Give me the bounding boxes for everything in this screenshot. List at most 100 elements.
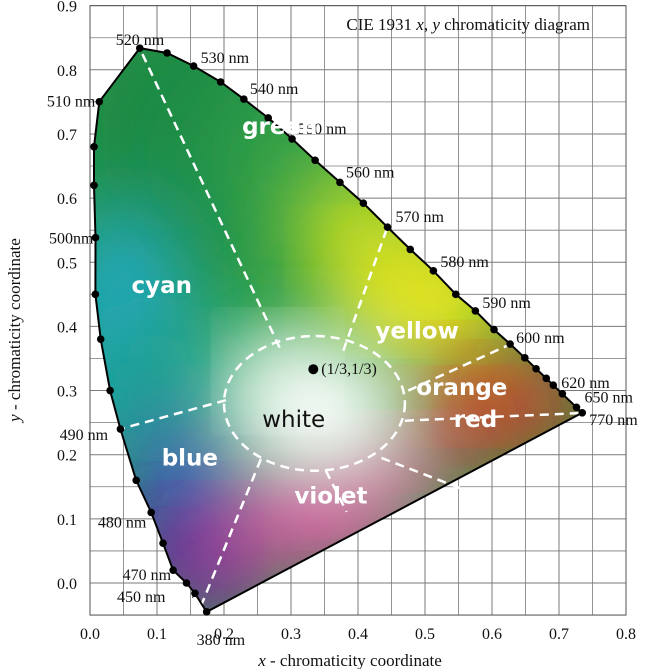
wavelength-label-600: 600 nm [516,330,565,347]
y-axis-label-text: - chromaticity coordinate [5,238,24,414]
wavelength-dot-470 [169,566,177,574]
wavelength-label-550: 550 nm [298,121,347,138]
x-tick-label: 0.0 [80,626,100,643]
wavelength-label-520: 520 nm [116,32,165,49]
wavelength-dot-492 [106,386,114,395]
wavelength-dot-605 [521,354,529,362]
wavelength-dot-485 [132,476,141,485]
x-tick-label: 0.5 [415,626,435,643]
wavelength-dot-565 [359,199,368,208]
wavelength-dot-460 [182,579,191,587]
wavelength-dot-545 [264,114,273,122]
x-tick-label: 0.3 [281,626,301,643]
chart-title-prefix: CIE 1931 [346,15,416,34]
region-labels: green cyan yellow orange white red blue violet [132,114,508,510]
wavelength-label-470: 470 nm [123,567,172,584]
y-tick-label: 0.1 [57,512,77,529]
wavelength-dot-503 [90,181,98,190]
region-label-green: green [242,114,317,140]
wavelength-dot-495 [96,335,105,344]
wavelength-dot-630 [558,389,567,398]
region-boundary-line [119,398,227,431]
region-label-orange: orange [416,375,507,401]
white-point-marker [308,364,319,375]
region-boundary-line [381,456,488,500]
region-label-yellow: yellow [375,319,458,345]
x-tick-label: 0.4 [348,626,368,643]
region-boundary-line [138,47,281,349]
white-point-label: (1/3,1/3) [321,361,377,378]
white-point: (1/3,1/3) [308,361,377,378]
wavelength-dot-600 [506,340,514,348]
wavelength-label-530: 530 nm [201,50,250,67]
wavelength-dot-615 [542,374,551,383]
chart-title-sep: , [424,15,433,34]
chart-title-var-y: y [430,15,440,34]
y-tick-label: 0.2 [57,448,77,465]
wavelength-dot-475 [159,539,167,548]
wavelength-dot-555 [311,156,319,165]
wavelength-label-380: 380 nm [197,632,246,649]
wavelength-dot-540 [240,95,248,103]
y-tick-label: 0.8 [57,63,77,80]
region-label-violet: violet [294,483,367,509]
region-boundaries [119,47,583,606]
wavelength-label-490: 490 nm [60,427,109,444]
color-blob [404,396,526,462]
wavelength-dot-570 [383,223,392,231]
chart-title-suffix: chromaticity diagram [440,15,590,34]
x-tick-label: 0.1 [147,626,167,643]
wavelength-label-650: 650 nm [584,389,633,406]
region-boundary-line [200,458,263,606]
wavelength-dot-520 [135,44,144,52]
region-boundary-line [407,343,511,392]
wavelength-label-450: 450 nm [117,589,166,606]
wavelength-dot-575 [406,245,415,254]
wavelength-label-590: 590 nm [482,295,531,312]
white-region-boundary [222,334,407,472]
color-blob [244,339,312,404]
wavelength-label-500: 500nm [49,231,94,248]
x-tick-label: 0.2 [214,626,234,643]
chart-title: CIE 1931 x, y chromaticity diagram [346,15,590,34]
y-axis-ticks: 0.0 0.1 0.2 0.3 0.4 0.5 0.6 0.7 0.8 0.9 [57,0,77,593]
y-tick-label: 0.9 [57,0,77,16]
wavelength-dot-510 [95,97,104,106]
wavelength-dot-505 [90,142,98,151]
y-tick-label: 0.3 [57,384,77,401]
region-label-cyan: cyan [132,273,193,299]
y-axis-label-var: y [5,414,24,424]
region-label-blue: blue [162,446,218,472]
y-axis-label: y - chromaticity coordinate [5,238,24,424]
region-boundary-line [324,470,348,513]
region-label-red: red [454,407,497,433]
wavelength-label-510: 510 nm [47,94,96,111]
wavelength-dot-610 [532,364,540,373]
plot-frame [89,5,627,616]
chart-title-var-x: x [415,15,424,34]
x-tick-label: 0.8 [616,626,636,643]
wavelength-label-570: 570 nm [396,209,445,226]
wavelength-label-540: 540 nm [250,81,299,98]
wavelength-dot-380 [202,608,211,616]
x-axis-label: x - chromaticity coordinate [257,651,442,669]
wavelength-dot-490 [116,425,125,433]
wavelength-dot-497 [91,290,100,299]
wavelength-label-620: 620 nm [561,375,610,392]
y-tick-label: 0.7 [57,127,77,144]
x-tick-label: 0.6 [482,626,502,643]
wavelength-dot-535 [216,78,225,86]
wavelength-dot-480 [147,508,155,517]
y-tick-label: 0.0 [57,576,77,593]
x-tick-label: 0.7 [549,626,569,643]
wavelength-dot-585 [452,290,460,299]
wavelength-dot-500 [91,233,100,242]
wavelength-dot-595 [490,325,498,334]
x-axis-label-text: - chromaticity coordinate [266,651,442,669]
wavelength-dot-620 [549,381,558,390]
wavelength-label-770: 770 nm [589,412,638,429]
color-blob [94,326,224,430]
wavelength-leader-450 [192,593,196,598]
y-tick-label: 0.6 [57,191,77,208]
x-axis-ticks: 0.0 0.1 0.2 0.3 0.4 0.5 0.6 0.7 0.8 [80,626,636,643]
